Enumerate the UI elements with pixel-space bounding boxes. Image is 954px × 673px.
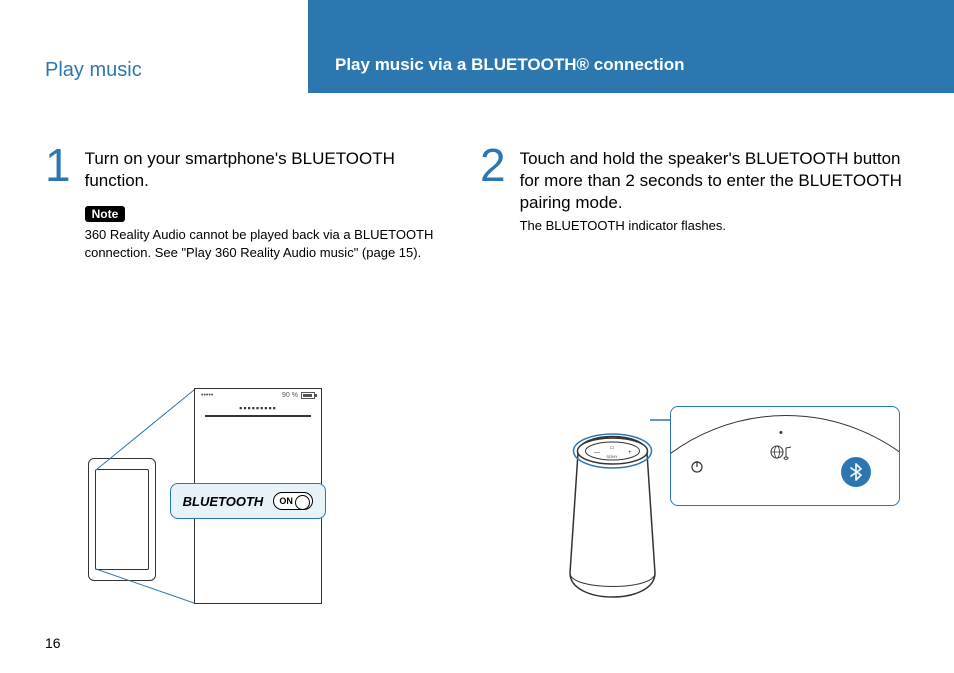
header-band: Play music via a BLUETOOTH® connection [308,0,954,93]
control-panel-zoom: • [670,406,900,506]
phone-zoom-title: ▪▪▪▪▪▪▪▪▪ [205,403,311,417]
bluetooth-toggle: ON [273,492,313,510]
step-2: 2 Touch and hold the speaker's BLUETOOTH… [480,146,920,233]
globe-music-icon [769,443,793,461]
step-1: 1 Turn on your smartphone's BLUETOOTH fu… [45,146,455,261]
bluetooth-glyph-icon [850,463,862,481]
note-text: 360 Reality Audio cannot be played back … [85,226,455,261]
bluetooth-callout: BLUETOOTH ON [170,483,326,519]
signal-dots-icon [201,392,213,399]
step-heading: Touch and hold the speaker's BLUETOOTH b… [520,148,920,214]
phone-small-screen [95,469,149,570]
step-heading: Turn on your smartphone's BLUETOOTH func… [85,148,455,192]
step-number: 2 [480,146,506,233]
page-title: Play music via a BLUETOOTH® connection [335,55,684,75]
battery-icon [301,392,315,399]
page-number: 16 [45,635,61,651]
battery-indicator: 90 % [282,392,315,399]
led-dot-icon: • [779,427,783,439]
power-icon [689,459,705,475]
speaker-illustration: — ▭ + SONY • [490,388,910,608]
svg-text:SONY: SONY [606,454,618,459]
phone-illustration: 90 % ▪▪▪▪▪▪▪▪▪ BLUETOOTH ON [88,388,328,608]
step-subtext: The BLUETOOTH indicator flashes. [520,218,920,233]
phone-status-bar: 90 % [195,389,321,401]
battery-pct: 90 % [282,392,298,399]
speaker-svg: — ▭ + SONY [560,423,665,608]
section-title: Play music [45,59,142,82]
note-badge: Note [85,206,126,222]
phone-small-outline [88,458,156,581]
speaker-drawing: — ▭ + SONY [560,423,665,608]
toggle-state: ON [279,496,293,506]
svg-text:+: + [628,450,632,456]
step-number: 1 [45,146,71,261]
bluetooth-label: BLUETOOTH [183,494,264,509]
svg-text:▭: ▭ [610,445,615,451]
bluetooth-button-icon [841,457,871,487]
svg-text:—: — [594,450,600,456]
